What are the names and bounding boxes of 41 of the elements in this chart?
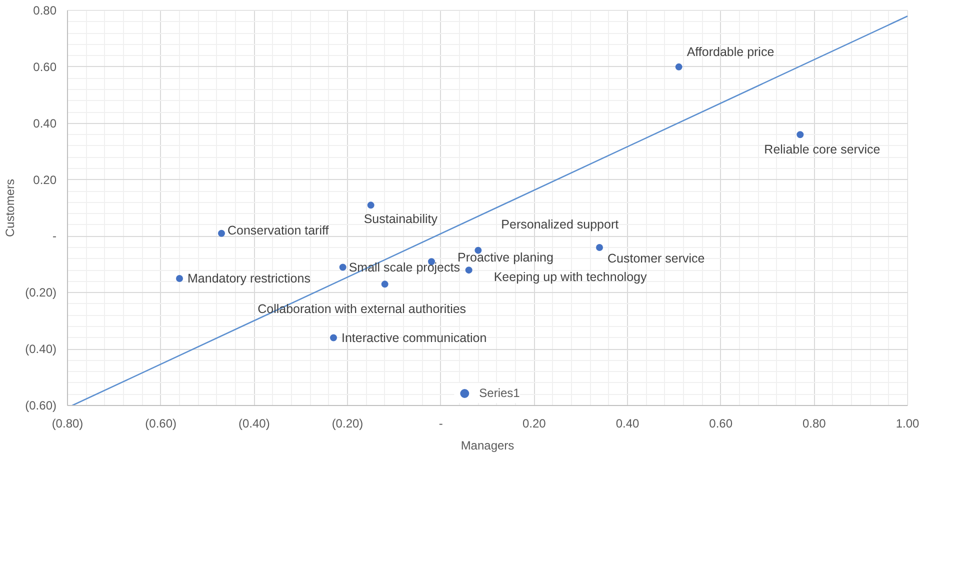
point bbox=[330, 334, 337, 342]
x-tick-label: (0.20) bbox=[332, 416, 364, 430]
legend-label: Series1 bbox=[479, 386, 520, 400]
x-tick-label: (0.60) bbox=[145, 416, 177, 430]
point bbox=[367, 202, 374, 209]
y-tick-label: 0.80 bbox=[33, 4, 57, 18]
x-tick-label: - bbox=[438, 416, 443, 430]
y-tick-label: 0.20 bbox=[33, 172, 57, 187]
x-tick-label: (0.80) bbox=[52, 416, 84, 430]
x-tick-label: (0.40) bbox=[238, 416, 270, 430]
annotation: Affordable price bbox=[686, 44, 774, 59]
x-tick-label: 0.80 bbox=[802, 416, 826, 430]
y-tick-label: (0.40) bbox=[25, 342, 57, 356]
annotation: Mandatory restrictions bbox=[188, 272, 310, 286]
annotation: Proactive planing bbox=[458, 250, 554, 265]
y-tick-label: - bbox=[52, 229, 57, 244]
x-tick-label: 0.40 bbox=[616, 416, 640, 430]
point bbox=[596, 244, 603, 251]
x-tick-label: 0.60 bbox=[709, 416, 733, 430]
annotation: Reliable core service bbox=[764, 142, 880, 157]
point bbox=[465, 266, 472, 274]
y-tick-label: 0.40 bbox=[33, 116, 57, 130]
x-axis-title: Managers bbox=[460, 438, 514, 452]
y-tick-label: (0.20) bbox=[25, 286, 57, 300]
y-tick-label: 0.60 bbox=[33, 60, 57, 74]
x-tick-label: 1.00 bbox=[896, 416, 920, 430]
annotation: Conservation tariff bbox=[228, 223, 330, 238]
annotation: Customer service bbox=[608, 252, 705, 266]
annotation: Personalized support bbox=[501, 217, 620, 232]
point bbox=[381, 280, 388, 288]
point bbox=[218, 230, 225, 237]
point bbox=[675, 63, 682, 70]
y-axis-title: Customers bbox=[3, 178, 18, 238]
annotation: Keeping up with technology bbox=[494, 270, 648, 284]
x-tick-label: 0.20 bbox=[522, 416, 546, 430]
y-tick-label: (0.60) bbox=[25, 398, 57, 412]
annotation: Sustainability bbox=[364, 212, 438, 226]
point bbox=[176, 275, 183, 282]
annotation: Interactive communication bbox=[342, 330, 487, 345]
point bbox=[339, 264, 346, 271]
point bbox=[796, 131, 804, 138]
